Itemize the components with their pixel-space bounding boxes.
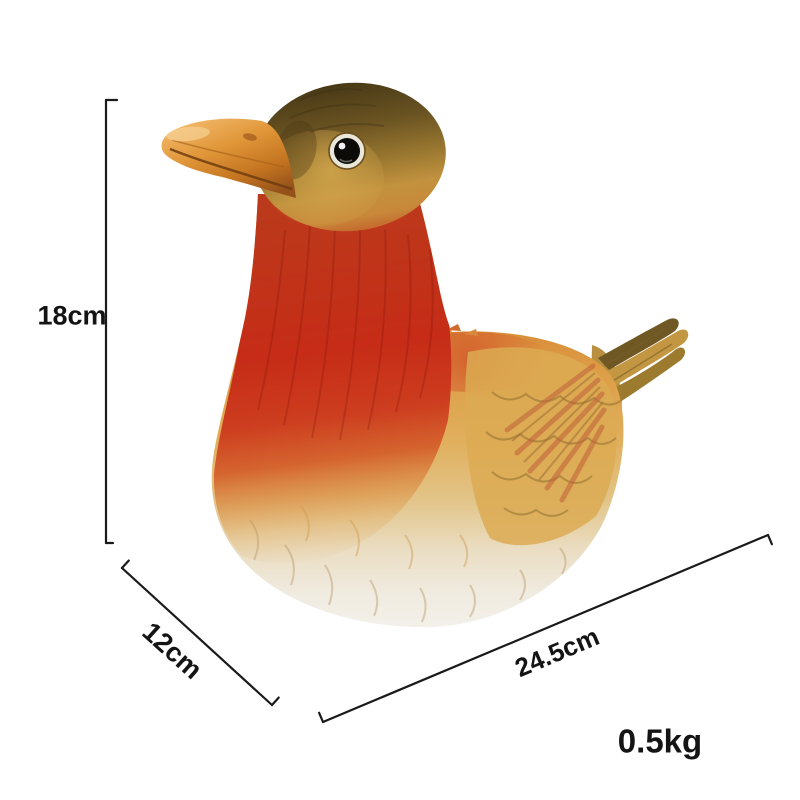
- eye: [328, 132, 366, 170]
- weight-label: 0.5kg: [617, 722, 703, 760]
- height-dimension-line: [104, 98, 119, 545]
- wing: [464, 347, 623, 546]
- height-dimension-label: 18cm: [37, 300, 107, 331]
- belly-texture: [249, 504, 567, 623]
- depth-dimension-line: [120, 559, 280, 707]
- length-dimension-line: [318, 533, 773, 724]
- duck-neck: [213, 194, 452, 564]
- neck-texture: [257, 224, 434, 441]
- beak: [161, 118, 296, 198]
